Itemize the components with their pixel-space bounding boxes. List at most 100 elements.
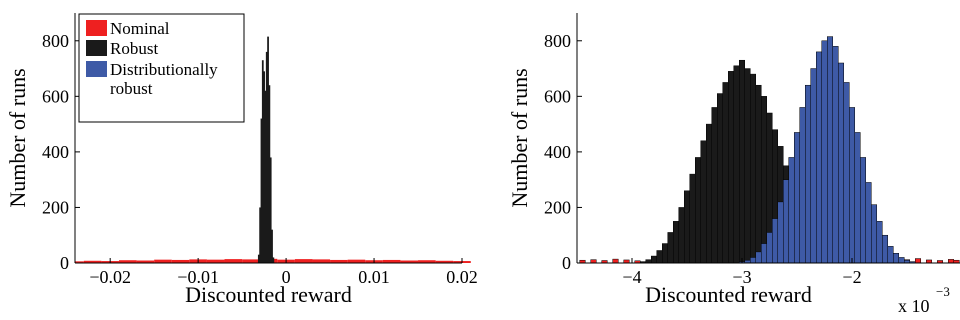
bar-robust	[662, 243, 668, 264]
y-tick-label: 600	[544, 86, 571, 106]
bar-distributionally-robust	[838, 62, 844, 264]
bar-robust	[260, 118, 263, 263]
legend-swatch	[86, 61, 107, 77]
bar-distributionally-robust	[854, 132, 861, 264]
bar-nominal	[136, 260, 155, 263]
bar-nominal	[242, 259, 260, 263]
legend-label: robust	[110, 79, 153, 98]
bar-robust	[744, 68, 751, 264]
bar-robust	[257, 254, 260, 263]
bar-robust	[711, 107, 718, 264]
x-tick-label: −3	[732, 267, 751, 287]
bar-robust	[673, 221, 679, 264]
bar-distributionally-robust	[887, 246, 894, 264]
bar-distributionally-robust	[860, 157, 866, 264]
bar-nominal	[206, 259, 225, 263]
x-scale-exponent: −3	[936, 284, 950, 299]
x-tick-label: 0	[282, 267, 291, 287]
y-tick-label: 200	[544, 197, 571, 217]
bar-distributionally-robust	[832, 46, 839, 264]
bar-robust	[261, 60, 264, 263]
y-tick-label: 0	[60, 253, 69, 273]
x-tick-label: −4	[622, 267, 641, 287]
bar-robust	[264, 90, 267, 264]
bar-nominal	[312, 259, 331, 263]
y-tick-label: 200	[42, 197, 69, 217]
bar-distributionally-robust	[766, 232, 773, 264]
y-tick-label: 400	[544, 142, 571, 162]
bar-robust	[755, 84, 762, 264]
bar-robust	[271, 229, 273, 263]
bar-nominal	[612, 258, 619, 264]
x-tick-label: 0.01	[358, 267, 390, 287]
bar-distributionally-robust	[893, 253, 899, 264]
bar-robust	[761, 96, 767, 264]
bar-robust	[695, 157, 701, 264]
bar-distributionally-robust	[783, 179, 789, 264]
bar-nominal	[382, 259, 401, 263]
bar-distributionally-robust	[788, 157, 795, 264]
bar-robust	[750, 73, 756, 264]
bar-nominal	[418, 260, 436, 263]
y-tick-label: 0	[562, 253, 571, 273]
bar-robust	[656, 250, 663, 264]
bar-robust	[717, 93, 723, 264]
bar-robust	[728, 71, 734, 264]
bar-distributionally-robust	[805, 84, 811, 264]
bar-robust	[265, 51, 268, 264]
bar-robust	[667, 232, 674, 264]
bar-distributionally-robust	[876, 221, 883, 264]
x-tick-label: −0.02	[89, 267, 131, 287]
bar-distributionally-robust	[898, 257, 905, 264]
y-axis-label: Number of runs	[507, 68, 532, 207]
bar-robust	[689, 173, 696, 264]
y-tick-label: 400	[42, 142, 69, 162]
y-tick-label: 800	[544, 31, 571, 51]
bar-distributionally-robust	[777, 201, 784, 264]
bar-nominal	[294, 259, 313, 263]
bar-nominal	[154, 259, 172, 263]
y-tick-label: 600	[42, 86, 69, 106]
legend-swatch	[86, 20, 107, 36]
x-tick-label: −2	[842, 267, 861, 287]
bar-robust	[269, 157, 272, 263]
bar-nominal	[118, 260, 137, 263]
bar-robust	[700, 140, 707, 264]
bar-robust	[272, 257, 275, 263]
bar-nominal	[915, 258, 921, 264]
bar-nominal	[400, 260, 419, 263]
bar-distributionally-robust	[772, 218, 778, 264]
bar-robust	[722, 82, 729, 264]
bar-robust	[259, 207, 262, 263]
bar-robust	[684, 190, 690, 264]
bar-robust	[263, 71, 265, 263]
bar-distributionally-robust	[816, 51, 822, 264]
bar-distributionally-robust	[755, 251, 762, 264]
bar-distributionally-robust	[843, 82, 850, 264]
bar-distributionally-robust	[794, 132, 800, 264]
bar-robust	[678, 207, 685, 264]
bar-robust	[706, 123, 712, 264]
x-tick-label: 0.02	[446, 267, 478, 287]
chart-panel-1: 0 200 400 600 800 −0.02 −0.01 0 0.01 0.02 Discount…	[5, 13, 478, 307]
x-tick-label: −0.01	[177, 267, 219, 287]
bar-distributionally-robust	[799, 107, 806, 264]
bar-distributionally-robust	[827, 36, 833, 264]
legend-label: Robust	[110, 39, 158, 58]
legend-swatch	[86, 40, 107, 56]
y-tick-label: 800	[42, 31, 69, 51]
bar-nominal	[75, 261, 84, 263]
legend-label: Distributionally	[110, 60, 218, 79]
bar-nominal	[435, 260, 454, 263]
bar-distributionally-robust	[865, 182, 872, 264]
x-scale-note: x 10	[898, 296, 930, 316]
bar-nominal	[347, 259, 366, 263]
bar-distributionally-robust	[761, 243, 767, 264]
bar-nominal	[948, 259, 954, 264]
x-axis-label: Discounted reward	[645, 282, 812, 307]
bar-nominal	[224, 259, 243, 263]
bar-robust	[733, 65, 740, 264]
legend-label: Nominal	[110, 19, 170, 38]
